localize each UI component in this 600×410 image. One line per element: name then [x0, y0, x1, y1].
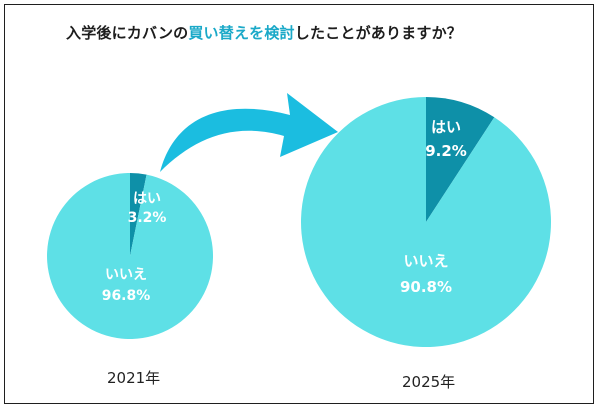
slice-label-yes: はい: [133, 191, 161, 207]
title-suffix: したことがありますか？: [294, 24, 462, 42]
title-highlight: 買い替えを検討: [188, 24, 295, 42]
slice-label-no: いいえ: [403, 252, 448, 270]
slice-label-no: いいえ: [105, 267, 147, 283]
slice-value-no: 90.8%: [400, 278, 452, 296]
slice-value-yes: 9.2%: [425, 142, 467, 160]
trend-arrow-icon: [160, 93, 338, 172]
slice-no: [300, 97, 551, 347]
slice-value-yes: 3.2%: [128, 210, 167, 226]
pie-2025: はい 9.2% いいえ 90.8%: [300, 97, 551, 347]
title-prefix: 入学後にカバンの: [66, 24, 189, 42]
pie-2021-year-label: 2021年: [107, 369, 161, 387]
chart-title: 入学後にカバンの買い替えを検討したことがありますか？: [66, 22, 462, 43]
pie-2025-year-label: 2025年: [402, 373, 456, 391]
slice-yes: [426, 97, 495, 222]
slice-no: [47, 173, 214, 339]
slice-value-no: 96.8%: [102, 288, 151, 304]
slice-label-yes: はい: [431, 118, 461, 136]
slice-yes: [130, 172, 147, 256]
pie-2021: はい 3.2% いいえ 96.8%: [47, 172, 214, 339]
